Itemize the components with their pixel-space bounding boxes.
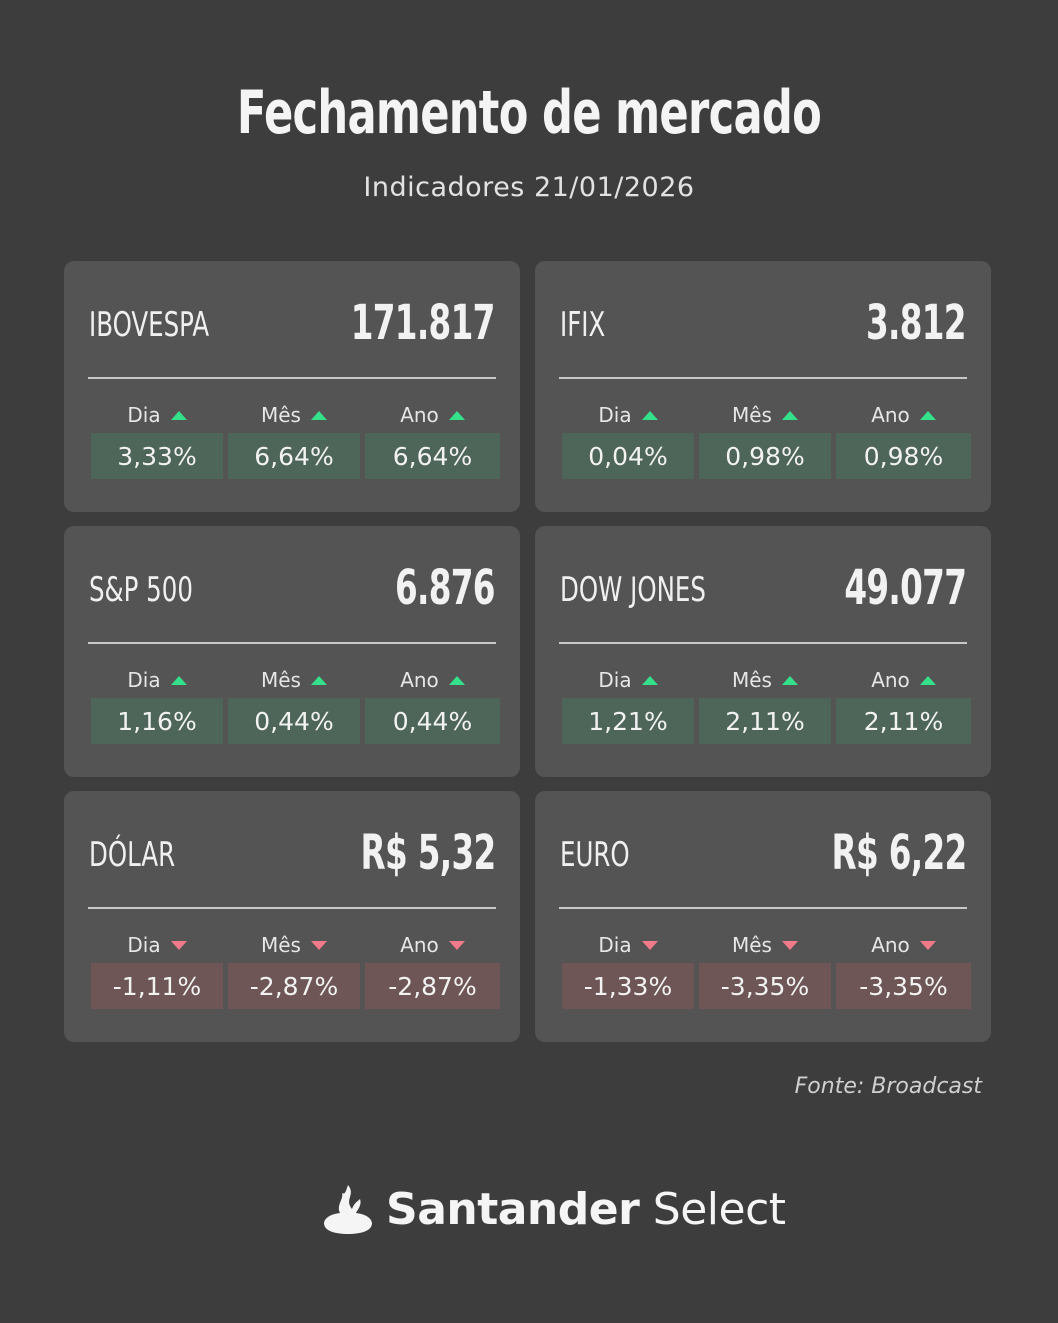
period-changes: Dia 0,04% Mês 0,98% Ano 0,98%	[562, 403, 971, 479]
period-label-month: Mês	[732, 668, 772, 692]
indicator-value: 171.817	[351, 295, 496, 351]
month-change: 0,98%	[699, 433, 831, 479]
indicator-value: R$ 5,32	[360, 825, 496, 881]
period-label-month: Mês	[261, 933, 301, 957]
year-change: 6,64%	[365, 433, 500, 479]
period-label-year: Ano	[400, 668, 439, 692]
month-change: 2,11%	[699, 698, 831, 744]
day-change: -1,33%	[562, 963, 694, 1009]
indicator-name: IFIX	[560, 305, 606, 345]
day-change: 0,04%	[562, 433, 694, 479]
indicator-card-sp500: S&P 500 6.876 Dia 1,16% Mês 0,44% Ano 0,44%	[64, 526, 520, 777]
arrow-down-icon	[919, 940, 936, 950]
arrow-up-icon	[310, 410, 327, 420]
day-change: 3,33%	[91, 433, 223, 479]
indicator-name: IBOVESPA	[89, 305, 210, 345]
arrow-up-icon	[781, 675, 798, 685]
arrow-down-icon	[170, 940, 187, 950]
period-label-day: Dia	[598, 933, 632, 957]
year-change: 0,98%	[836, 433, 971, 479]
indicator-name: DÓLAR	[89, 835, 176, 875]
indicator-value: 3.812	[866, 295, 967, 351]
year-change: 2,11%	[836, 698, 971, 744]
page-subtitle: Indicadores 21/01/2026	[363, 172, 695, 203]
period-label-day: Dia	[127, 668, 161, 692]
arrow-down-icon	[781, 940, 798, 950]
arrow-up-icon	[781, 410, 798, 420]
indicator-name: DOW JONES	[560, 570, 706, 610]
logo-product: Select	[652, 1183, 786, 1235]
arrow-up-icon	[641, 410, 658, 420]
indicator-card-ifix: IFIX 3.812 Dia 0,04% Mês 0,98% Ano 0,98%	[535, 261, 991, 512]
page-title: Fechamento de mercado	[236, 78, 822, 148]
period-label-year: Ano	[871, 933, 910, 957]
indicator-name: EURO	[560, 835, 630, 875]
arrow-up-icon	[919, 410, 936, 420]
period-label-month: Mês	[261, 668, 301, 692]
arrow-down-icon	[310, 940, 327, 950]
arrow-down-icon	[448, 940, 465, 950]
day-change: 1,21%	[562, 698, 694, 744]
arrow-up-icon	[448, 675, 465, 685]
period-changes: Dia 3,33% Mês 6,64% Ano 6,64%	[91, 403, 500, 479]
arrow-up-icon	[170, 410, 187, 420]
divider	[88, 907, 496, 909]
santander-select-logo: Santander Select	[322, 1178, 786, 1240]
day-change: -1,11%	[91, 963, 223, 1009]
period-changes: Dia 1,16% Mês 0,44% Ano 0,44%	[91, 668, 500, 744]
arrow-up-icon	[310, 675, 327, 685]
period-label-day: Dia	[127, 933, 161, 957]
month-change: -3,35%	[699, 963, 831, 1009]
indicator-card-euro: EURO R$ 6,22 Dia -1,33% Mês -3,35% Ano -3,3…	[535, 791, 991, 1042]
divider	[559, 377, 967, 379]
period-label-day: Dia	[598, 403, 632, 427]
arrow-up-icon	[641, 675, 658, 685]
indicator-card-dow-jones: DOW JONES 49.077 Dia 1,21% Mês 2,11% Ano 2,…	[535, 526, 991, 777]
year-change: 0,44%	[365, 698, 500, 744]
month-change: 6,64%	[228, 433, 360, 479]
period-changes: Dia -1,11% Mês -2,87% Ano -2,87%	[91, 933, 500, 1009]
period-label-year: Ano	[871, 668, 910, 692]
source-note: Fonte: Broadcast	[794, 1074, 982, 1099]
year-change: -2,87%	[365, 963, 500, 1009]
santander-flame-icon	[324, 1185, 372, 1234]
period-label-year: Ano	[400, 403, 439, 427]
indicator-value: R$ 6,22	[831, 825, 967, 881]
period-label-year: Ano	[871, 403, 910, 427]
period-label-day: Dia	[598, 668, 632, 692]
month-change: -2,87%	[228, 963, 360, 1009]
divider	[559, 642, 967, 644]
period-label-day: Dia	[127, 403, 161, 427]
period-changes: Dia -1,33% Mês -3,35% Ano -3,35%	[562, 933, 971, 1009]
indicator-grid: IBOVESPA 171.817 Dia 3,33% Mês 6,64% Ano 6,…	[64, 261, 991, 1042]
arrow-up-icon	[448, 410, 465, 420]
period-changes: Dia 1,21% Mês 2,11% Ano 2,11%	[562, 668, 971, 744]
divider	[88, 377, 496, 379]
divider	[88, 642, 496, 644]
period-label-month: Mês	[732, 933, 772, 957]
arrow-down-icon	[641, 940, 658, 950]
indicator-value: 6.876	[395, 560, 496, 616]
indicator-value: 49.077	[844, 560, 967, 616]
indicator-card-ibovespa: IBOVESPA 171.817 Dia 3,33% Mês 6,64% Ano 6,…	[64, 261, 520, 512]
indicator-name: S&P 500	[89, 570, 193, 610]
divider	[559, 907, 967, 909]
month-change: 0,44%	[228, 698, 360, 744]
period-label-month: Mês	[261, 403, 301, 427]
period-label-year: Ano	[400, 933, 439, 957]
year-change: -3,35%	[836, 963, 971, 1009]
period-label-month: Mês	[732, 403, 772, 427]
logo-brand: Santander	[386, 1183, 640, 1235]
arrow-up-icon	[170, 675, 187, 685]
arrow-up-icon	[919, 675, 936, 685]
indicator-card-dolar: DÓLAR R$ 5,32 Dia -1,11% Mês -2,87% Ano -2,…	[64, 791, 520, 1042]
day-change: 1,16%	[91, 698, 223, 744]
